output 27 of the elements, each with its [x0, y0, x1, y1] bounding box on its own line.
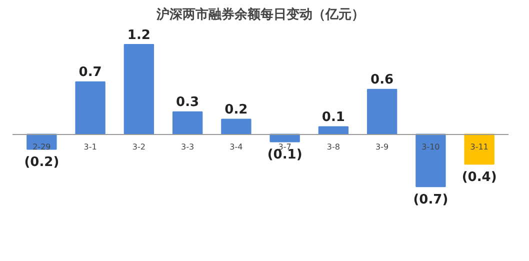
x-tick-label: 3-2: [132, 142, 146, 152]
bar: [416, 134, 446, 188]
data-label: 1.2: [127, 28, 150, 43]
data-label: 0.3: [176, 95, 200, 110]
x-tick-label: 3-8: [326, 142, 340, 152]
bar: [366, 88, 398, 135]
x-tick-label: 3-4: [230, 142, 243, 152]
data-label: (0.4): [462, 170, 497, 185]
data-label: (0.1): [267, 147, 302, 162]
chart-title: 沪深两市融券余额每日变动（亿元）: [156, 6, 364, 22]
data-label: 0.7: [78, 65, 102, 80]
bar: [464, 134, 494, 165]
bar: [172, 111, 203, 135]
x-tick-label: 3-3: [181, 142, 194, 152]
data-label: (0.7): [413, 192, 448, 208]
bar: [221, 118, 252, 135]
x-tick-label: 3-10: [422, 142, 440, 152]
bar: [75, 81, 106, 135]
x-tick-label: 3-9: [376, 142, 389, 152]
x-tick-label: 3-11: [470, 142, 488, 152]
x-tick-label: 2-29: [32, 142, 51, 152]
data-label: 0.1: [322, 110, 345, 126]
bar: [124, 44, 154, 135]
data-label: 0.6: [370, 72, 394, 88]
data-label: 0.2: [224, 102, 248, 118]
data-label: (0.2): [24, 154, 60, 170]
x-tick-label: 3-1: [84, 142, 97, 152]
